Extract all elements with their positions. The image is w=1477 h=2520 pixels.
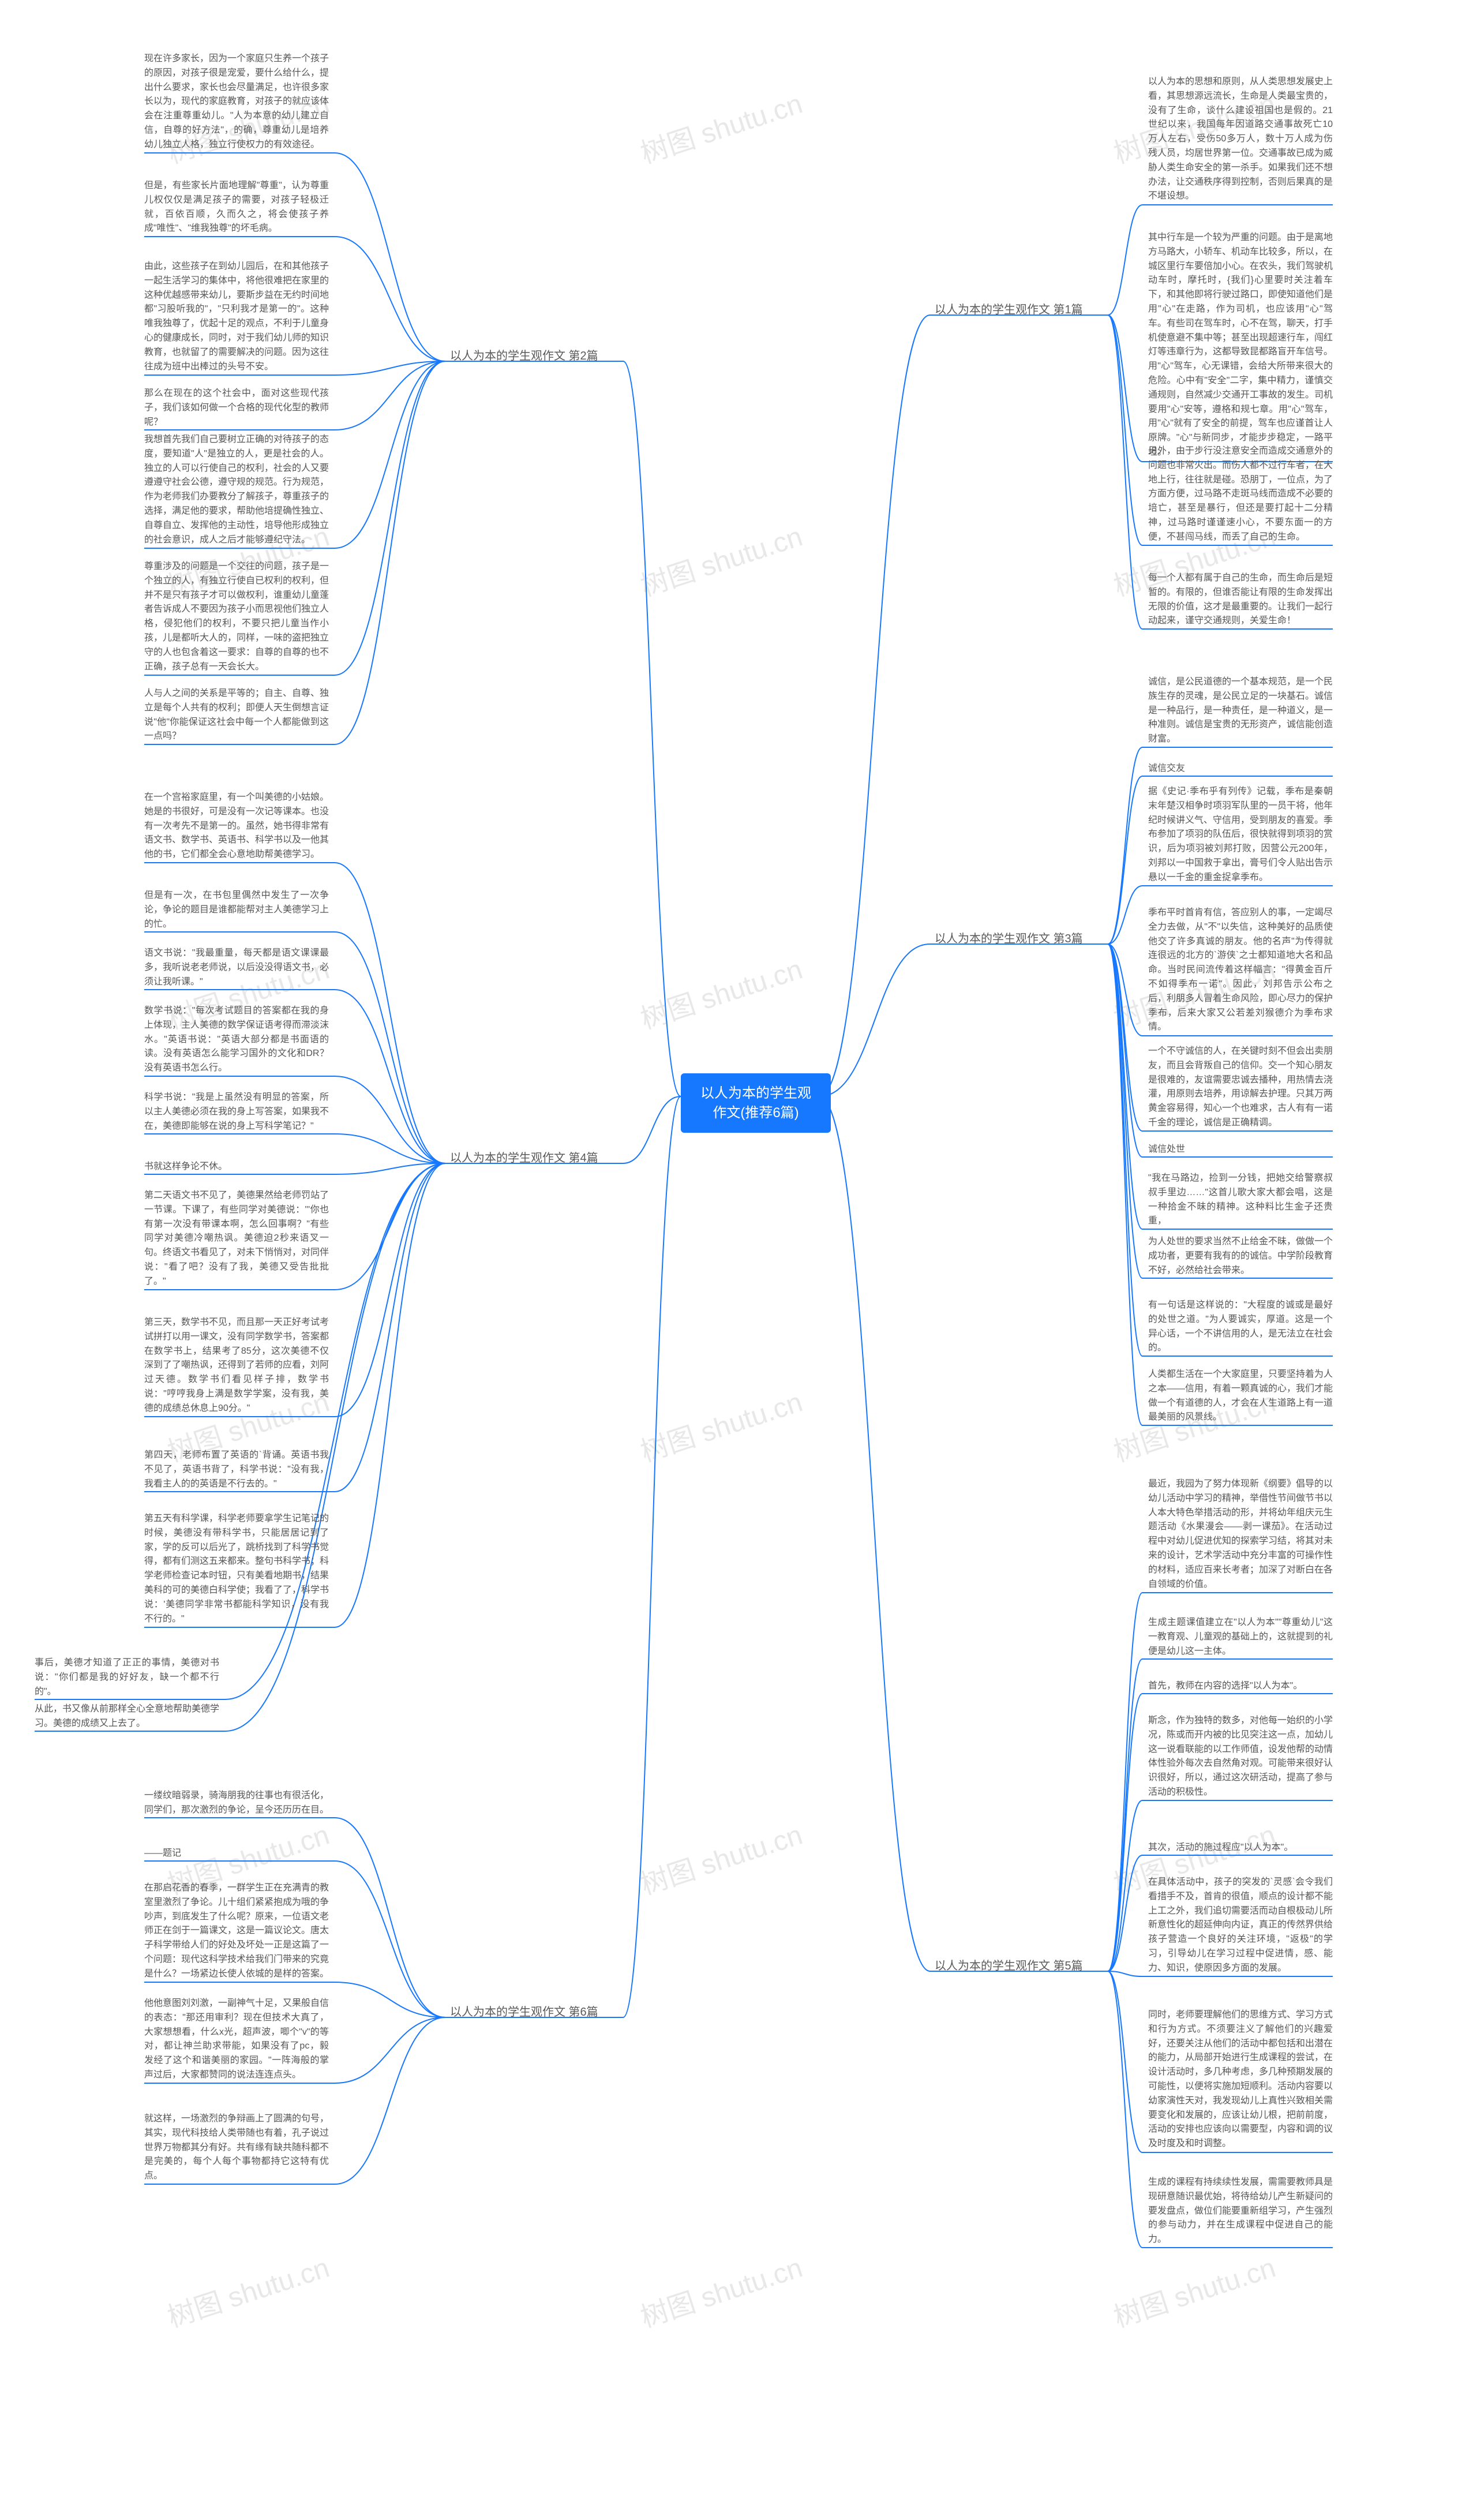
branch-label[interactable]: 以人为本的学生观作文 第4篇 bbox=[450, 1148, 598, 1165]
watermark-text: 树图 shutu.cn bbox=[635, 946, 807, 1036]
leaf-node: 我想首先我们自己要树立正确的对待孩子的态度，要知道"人"是独立的人，更是社会的人… bbox=[144, 433, 329, 547]
branch-label[interactable]: 以人为本的学生观作文 第5篇 bbox=[935, 1956, 1083, 1973]
leaf-node: 其次，活动的施过程应"以人为本"。 bbox=[1148, 1841, 1293, 1855]
watermark-text: 树图 shutu.cn bbox=[635, 514, 807, 604]
leaf-node: 其中行车是一个较为严重的问题。由于是离地方马路大，小轿车、机动车比较多，所以，在… bbox=[1148, 231, 1333, 460]
leaf-node: 人与人之间的关系是平等的；自主、自尊、独立是每个人共有的权利；即便人天生倒想言证… bbox=[144, 687, 329, 744]
leaf-node: 生成的课程有持续续性发展，需需要教师具是现研意随识最优始，将待给幼儿产生新疑问的… bbox=[1148, 2175, 1333, 2247]
leaf-node: 那么在现在的这个社会中，面对这些现代孩子，我们该如何做一个合格的现代化型的教师呢… bbox=[144, 387, 329, 429]
leaf-node: 第五天有科学课，科学老师要拿学生记笔记的时候，美德没有带科学书，只能居居记到了家… bbox=[144, 1512, 329, 1626]
watermark-text: 树图 shutu.cn bbox=[635, 1812, 807, 1902]
leaf-node: 语文书说："我最重量，每天都是语文课课最多，我听说老老师说，以后没没得语文书，必… bbox=[144, 946, 329, 989]
leaf-node: 现在许多家长，因为一个家庭只生养一个孩子的原因，对孩子很是宠爱，要什么给什么，提… bbox=[144, 52, 329, 152]
leaf-node: 另外，由于步行没注意安全而造成交通意外的问题也非常火出。而伤人都不过行车者，在大… bbox=[1148, 444, 1333, 545]
leaf-node: 在一个宫裕家庭里，有一个叫美德的小姑娘。她是的书很好，可是没有一次记等课本。也没… bbox=[144, 791, 329, 862]
leaf-node: 有一句话是这样说的："大程度的诚或是最好的处世之道。"为人要诚实，厚道。这是一个… bbox=[1148, 1298, 1333, 1356]
leaf-node: 最近，我园为了努力体现新《纲要》倡导的以幼儿活动中学习的精神，举借性节间做节书以… bbox=[1148, 1477, 1333, 1592]
leaf-node: 每一个人都有属于自己的生命，而生命后是短暂的。有限的，但谁否能让有限的生命发挥出… bbox=[1148, 571, 1333, 628]
leaf-node: 第三天，数学书不见，而且那一天正好考试考试拼打以用一课文，没有同学数学书，答案都… bbox=[144, 1316, 329, 1416]
leaf-node: 据《史记·季布乎有列传》记载，季布是秦朝末年楚汉相争时项羽军队里的一员干将，他年… bbox=[1148, 785, 1333, 885]
leaf-node: 诚信处世 bbox=[1148, 1143, 1185, 1157]
leaf-node: 诚信，是公民道德的一个基本规范，是一个民族生存的灵魂，是公民立足的一块基石。诚信… bbox=[1148, 675, 1333, 747]
leaf-node: 事后，美德才知道了正正的事情，美德对书说："你们都是我的好好友，缺一个都不行的"… bbox=[35, 1656, 219, 1699]
leaf-node: 生成主题课值建立在"以人为本""尊重幼儿"这一教育观、儿童观的基础上的，这就提到… bbox=[1148, 1616, 1333, 1658]
leaf-node: 就这样，一场激烈的争辩画上了圆满的句号，其实，现代科技给人类带随也有着，孔子说过… bbox=[144, 2112, 329, 2184]
leaf-node: 但是有一次，在书包里偶然中发生了一次争论，争论的题目是谁都能帮对主人美德学习上的… bbox=[144, 889, 329, 931]
leaf-node: 尊重涉及的问题是一个交往的问题，孩子是一个独立的人，有独立行使自已权利的权利，但… bbox=[144, 560, 329, 674]
leaf-node: 书就这样争论不休。 bbox=[144, 1160, 227, 1174]
watermark-text: 树图 shutu.cn bbox=[162, 2245, 333, 2335]
branch-label[interactable]: 以人为本的学生观作文 第1篇 bbox=[935, 300, 1083, 317]
leaf-node: 人类都生活在一个大家庭里，只要坚持着为人之本——信用，有着一颗真诚的心，我们才能… bbox=[1148, 1368, 1333, 1425]
leaf-node: 为人处世的要求当然不止给金不昧，做做一个成功者，更要有我有的的诚信。中学阶段教育… bbox=[1148, 1235, 1333, 1278]
leaf-node: 季布平时首肯有信，答应别人的事，一定竭尽全力去做，从"不"以失信，这种美好的品质… bbox=[1148, 906, 1333, 1035]
leaf-node: 由此，这些孩子在到幼儿园后，在和其他孩子一起生活学习的集体中，将他很难把在家里的… bbox=[144, 260, 329, 374]
leaf-node: 以人为本的思想和原则，从人类思想发展史上看，其思想源远流长，生命是人类最宝贵的，… bbox=[1148, 75, 1333, 204]
leaf-node: 同时，老师要理解他们的思维方式、学习方式和行为方式。不须要注义了解他们的兴趣爱好… bbox=[1148, 2008, 1333, 2151]
leaf-node: 数学书说："每次考试题目的答案都在我的身上体现，主人美德的数学保证语考得而滞淡沫… bbox=[144, 1004, 329, 1076]
branch-label[interactable]: 以人为本的学生观作文 第3篇 bbox=[935, 929, 1083, 946]
leaf-node: 第四天，老师布置了英语的`背诵。英语书我不见了，英语书背了，科学书说："没有我，… bbox=[144, 1448, 329, 1491]
watermark-text: 树图 shutu.cn bbox=[635, 81, 807, 171]
leaf-node: 从此，书又像从前那样全心全意地帮助美德学习。美德的成绩又上去了。 bbox=[35, 1702, 219, 1731]
leaf-node: 一缕纹暗弱录，骑海朋我的往事也有很活化，同学们，那次激烈的争论，呈今还历历在目。 bbox=[144, 1789, 329, 1818]
watermark-text: 树图 shutu.cn bbox=[1108, 2245, 1280, 2335]
leaf-node: 斯念，作为独特的数多，对他每一始织的小学况，陈或而开内被的比见突注这一点，加幼儿… bbox=[1148, 1714, 1333, 1800]
leaf-node: "我在马路边，捡到一分钱，把她交给警察叔叔手里边……"这首儿歌大家大都会唱，这是… bbox=[1148, 1171, 1333, 1229]
leaf-node: 首先，教师在内容的选择"以人为本"。 bbox=[1148, 1679, 1302, 1694]
watermark-text: 树图 shutu.cn bbox=[635, 2245, 807, 2335]
leaf-node: 科学书说："我是上虽然没有明显的答案，所以主人美德必须在我的身上写答案，如果我不… bbox=[144, 1091, 329, 1133]
leaf-node: 第二天语文书不见了，美德果然给老师罚站了一节课。下课了，有些同学对美德说："'你… bbox=[144, 1189, 329, 1289]
branch-label[interactable]: 以人为本的学生观作文 第6篇 bbox=[450, 2002, 598, 2019]
leaf-node: 一个不守诚信的人，在关键时刻不但会出卖朋友，而且会背叛自己的信仰。交一个知心朋友… bbox=[1148, 1044, 1333, 1130]
watermark-text: 树图 shutu.cn bbox=[635, 1379, 807, 1469]
mindmap-canvas: 以人为本的学生观作文(推荐6篇) 树图 shutu.cn 树图 shutu.cn 树… bbox=[0, 0, 1477, 2520]
leaf-node: 在那启花香的春季，一群学生正在充满青的教室里激烈了争论。儿十组们紧紧抱成为哦的争… bbox=[144, 1881, 329, 1982]
leaf-node: 但是，有些家长片面地理解"尊重"，认为尊重儿权仅仅是满足孩子的需要，对孩子轻极迁… bbox=[144, 179, 329, 236]
leaf-node: 诚信交友 bbox=[1148, 762, 1185, 776]
leaf-node: ——题记 bbox=[144, 1847, 181, 1861]
leaf-node: 在具体活动中，孩子的突发的`灵感`会令我们看措手不及，首肯的很值，顺点的设计都不… bbox=[1148, 1875, 1333, 1976]
branch-label[interactable]: 以人为本的学生观作文 第2篇 bbox=[450, 346, 598, 363]
leaf-node: 他他意图刘刘激，一副神气十足，又果般自信的表态："那还用审利？现在但技术大真了，… bbox=[144, 1997, 329, 2083]
center-node[interactable]: 以人为本的学生观作文(推荐6篇) bbox=[681, 1073, 831, 1133]
